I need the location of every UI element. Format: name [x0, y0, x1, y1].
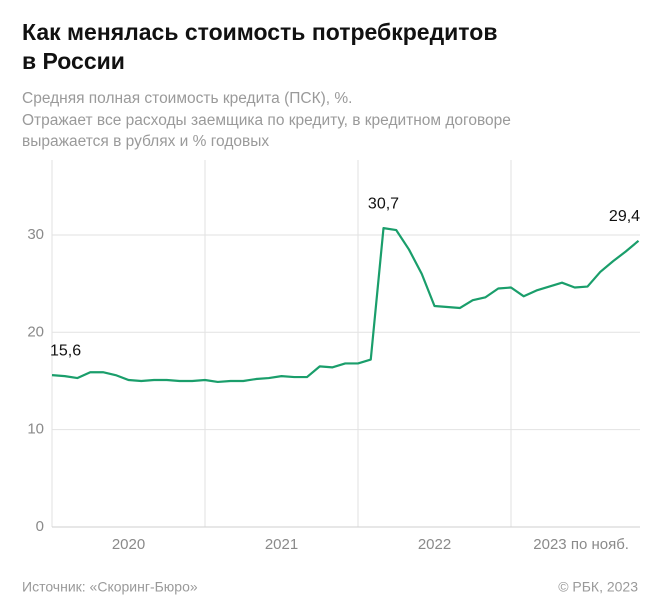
y-tick-label: 30 [27, 226, 44, 243]
subtitle: выражается в рублях и % годовых [22, 133, 269, 150]
subtitle: Средняя полная стоимость кредита (ПСК), … [22, 90, 352, 107]
x-tick-label: 2021 [265, 536, 298, 553]
source: Источник: «Скоринг-Бюро» [22, 579, 198, 595]
y-tick-label: 0 [36, 518, 44, 535]
value-label: 29,4 [609, 208, 640, 225]
copyright: © РБК, 2023 [558, 579, 638, 595]
y-tick-label: 20 [27, 323, 44, 340]
subtitle: Отражает все расходы заемщика по кредиту… [22, 112, 511, 129]
value-label: 30,7 [368, 195, 399, 212]
x-tick-label: 2020 [112, 536, 145, 553]
chart-title: Как менялась стоимость потребкредитов [22, 19, 497, 45]
x-tick-label: 2023 по нояб. [533, 536, 629, 553]
x-tick-label: 2022 [418, 536, 451, 553]
value-label: 15,6 [50, 342, 81, 359]
line [51, 227, 640, 384]
chart-title: в России [22, 48, 125, 74]
y-tick-label: 10 [27, 421, 44, 438]
